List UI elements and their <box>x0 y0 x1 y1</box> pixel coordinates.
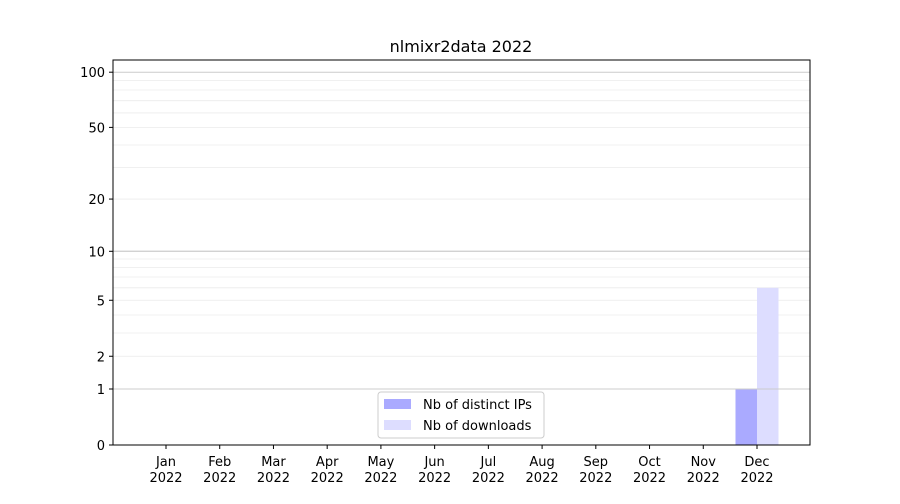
legend-swatch <box>384 399 411 409</box>
x-tick-label: Nov 2022 <box>687 455 720 486</box>
y-tick-label: 0 <box>97 439 105 454</box>
y-tick-label: 2 <box>97 350 105 365</box>
y-tick-label: 50 <box>88 121 105 136</box>
x-tick-label: May 2022 <box>364 455 397 486</box>
x-tick-label: Jul 2022 <box>472 455 505 486</box>
y-tick-label: 10 <box>88 245 105 260</box>
bar-downloads <box>757 287 779 445</box>
x-tick-label: Aug 2022 <box>526 455 559 486</box>
x-tick-label: Dec 2022 <box>740 455 773 486</box>
x-tick-label: Mar 2022 <box>257 455 290 486</box>
legend-swatch <box>384 420 411 430</box>
legend-label: Nb of downloads <box>423 419 532 434</box>
x-tick-label: Apr 2022 <box>311 455 344 486</box>
x-tick-label: Jun 2022 <box>418 455 451 486</box>
y-tick-label: 100 <box>80 66 105 81</box>
y-tick-label: 5 <box>97 294 105 309</box>
x-tick-label: Sep 2022 <box>579 455 612 486</box>
y-tick-label: 1 <box>97 383 105 398</box>
plot-frame <box>112 59 811 446</box>
x-tick-label: Feb 2022 <box>203 455 236 486</box>
legend: Nb of distinct IPs Nb of downloads <box>377 391 545 439</box>
x-tick-label: Jan 2022 <box>149 455 182 486</box>
x-tick-label: Oct 2022 <box>633 455 666 486</box>
chart-title: nlmixr2data 2022 <box>390 37 533 56</box>
y-tick-label: 20 <box>88 193 105 208</box>
legend-box <box>377 391 545 439</box>
legend-label: Nb of distinct IPs <box>423 398 532 413</box>
bar-distinct-ips <box>735 389 757 445</box>
